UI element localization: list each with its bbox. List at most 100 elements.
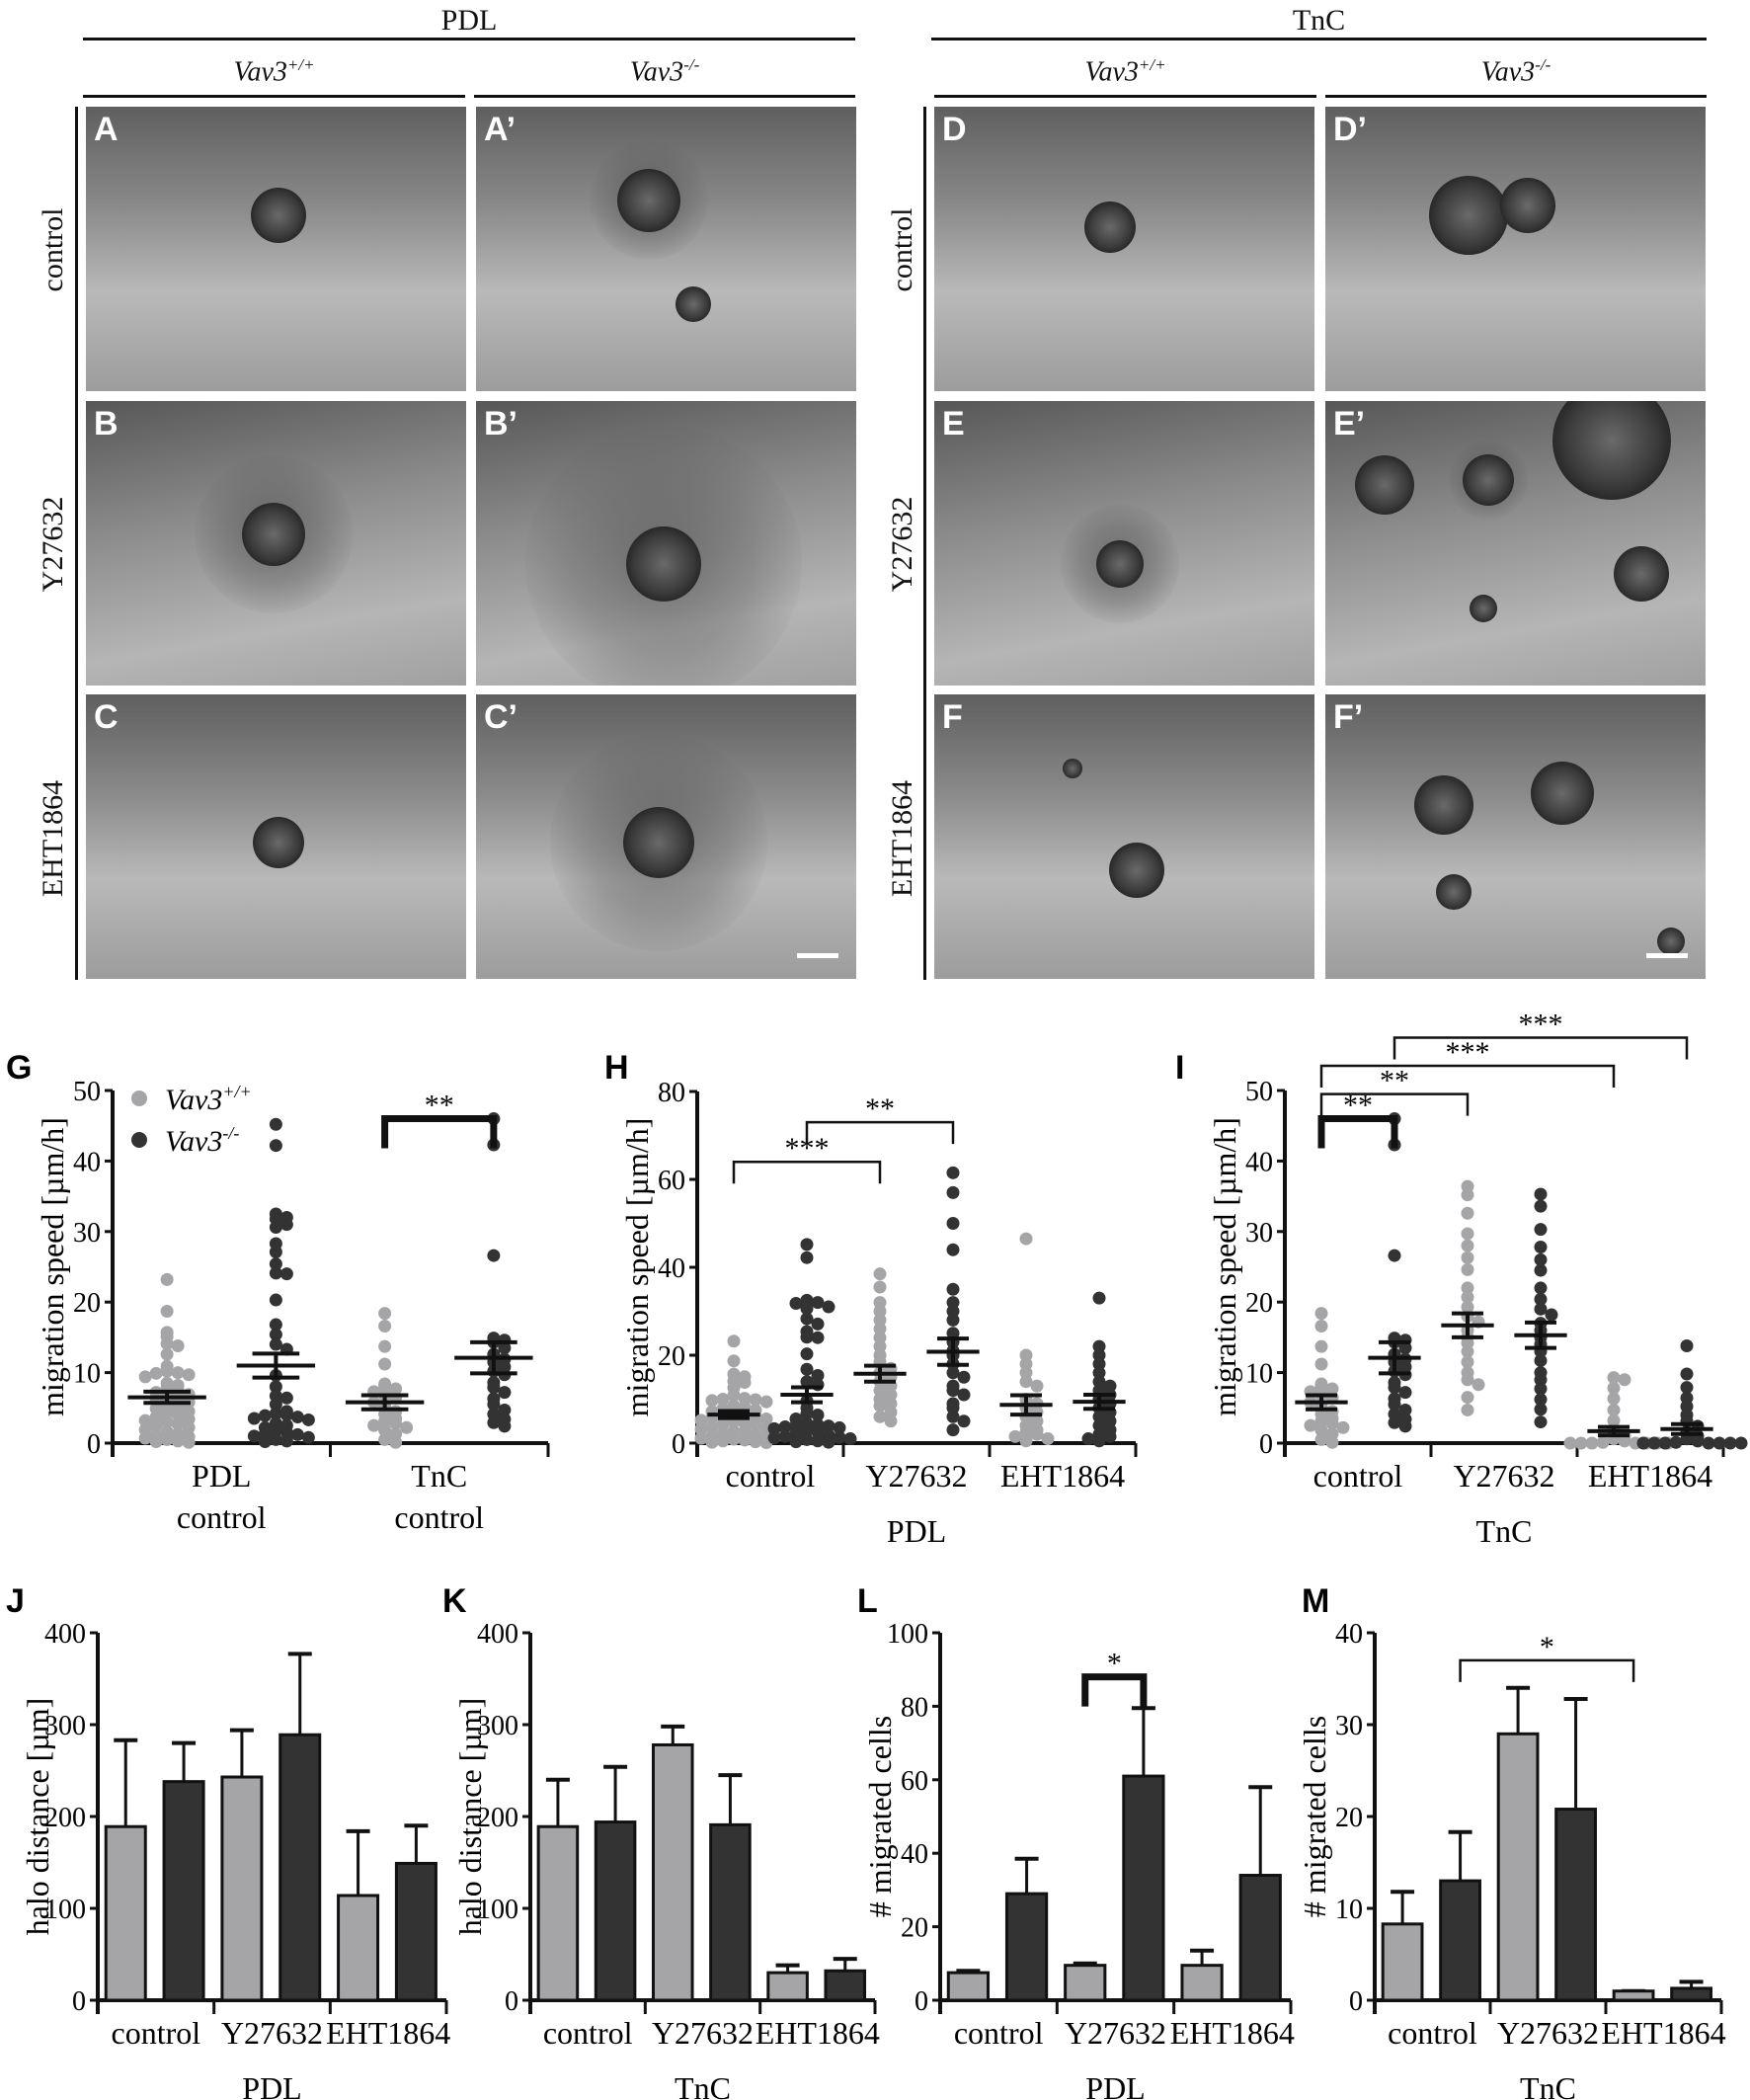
data-point [957, 1414, 971, 1428]
y-tick-label: 60 [658, 1166, 685, 1196]
x-tick-label: control [1313, 1458, 1403, 1494]
data-point [1019, 1366, 1033, 1380]
data-point [716, 1434, 730, 1448]
data-point [269, 1221, 282, 1235]
data-point [1398, 1386, 1412, 1400]
data-point [171, 1408, 185, 1421]
spheroid [626, 526, 701, 602]
x-tick-label: control [177, 1499, 267, 1535]
data-point [873, 1280, 887, 1294]
legend-marker-wt [131, 1090, 147, 1106]
data-point [149, 1366, 163, 1380]
chart-m: M 0 10 20 30 40 # migrated cells control Y27632 E… [1297, 1582, 1726, 2100]
x-tick-label: Y27632 [652, 2015, 754, 2051]
data-point [1534, 1292, 1548, 1306]
panel-label: A [94, 111, 119, 148]
y-tick-label: 40 [901, 1839, 928, 1870]
data-point [822, 1300, 835, 1314]
data-point [269, 1246, 282, 1259]
panel-label: J [6, 1582, 25, 1620]
spheroid [242, 503, 305, 566]
data-point [1388, 1249, 1401, 1262]
data-point [873, 1267, 887, 1281]
significance-bracket [805, 1120, 955, 1145]
data-point [1092, 1357, 1106, 1371]
x-tick-label: control [543, 2015, 633, 2051]
data-point [884, 1397, 898, 1411]
data-point [1669, 1435, 1683, 1449]
data-point [1534, 1393, 1548, 1407]
data-point [258, 1435, 272, 1449]
data-point [800, 1432, 814, 1446]
data-point [800, 1302, 814, 1316]
micrograph-panel: A [86, 107, 466, 391]
significance-bracket [1392, 1036, 1689, 1060]
data-point [378, 1357, 392, 1371]
significance-bracket [1081, 1673, 1148, 1707]
data-point [1647, 1436, 1661, 1450]
x-tick-label: PDL [192, 1458, 251, 1494]
row-divider [75, 107, 78, 980]
data-point [1314, 1379, 1328, 1393]
x-tick-label: Y27632 [865, 1458, 967, 1494]
data-point [487, 1415, 501, 1429]
data-point [1712, 1436, 1726, 1450]
data-point [767, 1421, 781, 1435]
data-point [389, 1416, 403, 1430]
data-point [378, 1379, 392, 1393]
data-point [767, 1431, 781, 1445]
data-point [138, 1413, 152, 1427]
micrograph-panel: F [934, 694, 1314, 979]
panel-label: M [1302, 1582, 1329, 1620]
data-point [800, 1251, 814, 1264]
data-point [800, 1407, 814, 1420]
y-tick-label: 10 [73, 1359, 101, 1390]
y-axis-label: migration speed [µm/h] [35, 1117, 70, 1416]
chart-j: J 0 100 200 300 400 halo distance [µm] control Y… [6, 1582, 450, 2100]
data-point [279, 1218, 293, 1232]
data-point [1092, 1348, 1106, 1362]
data-point [873, 1399, 887, 1413]
x-tick-label: control [394, 1499, 484, 1535]
data-point [1534, 1415, 1548, 1429]
legend-label-ko: Vav3-/- [165, 1123, 239, 1158]
data-point [1041, 1432, 1055, 1446]
data-point [1607, 1392, 1621, 1406]
data-point [1534, 1187, 1548, 1201]
significance-bracket [732, 1160, 882, 1184]
x-tick-label: Y27632 [221, 2015, 323, 2051]
data-point [1019, 1375, 1033, 1389]
data-point [705, 1435, 719, 1449]
y-tick-label: 40 [1245, 1147, 1273, 1177]
spheroid [623, 807, 694, 878]
panel-label: C’ [484, 698, 517, 736]
micrograph-panel: C [86, 694, 466, 979]
data-point [269, 1139, 282, 1153]
data-point [946, 1243, 960, 1256]
bar [278, 1733, 322, 2002]
data-point [269, 1266, 282, 1280]
x-tick-label: control [1388, 2015, 1477, 2051]
data-point [290, 1411, 304, 1424]
data-point [946, 1384, 960, 1398]
data-point [389, 1435, 403, 1449]
data-point [1702, 1436, 1715, 1450]
data-point [727, 1432, 741, 1446]
x-tick-label: TnC [411, 1458, 467, 1494]
panel-label: D [942, 111, 967, 148]
data-point [301, 1430, 315, 1444]
significance-bracket [1459, 1658, 1635, 1682]
micrograph-panel: B [86, 401, 466, 686]
spheroid [1063, 759, 1082, 778]
data-point [269, 1318, 282, 1332]
significance-label: * [1540, 1631, 1554, 1663]
data-point [946, 1423, 960, 1437]
data-point [160, 1364, 174, 1378]
x-tick-label: control [112, 2015, 201, 2051]
data-point [160, 1304, 174, 1318]
data-point [1461, 1373, 1474, 1387]
substrate-header-tnc: TnC [1292, 4, 1346, 37]
data-point [1019, 1425, 1033, 1439]
data-point [716, 1417, 730, 1431]
y-tick-label: 30 [1335, 1711, 1363, 1741]
